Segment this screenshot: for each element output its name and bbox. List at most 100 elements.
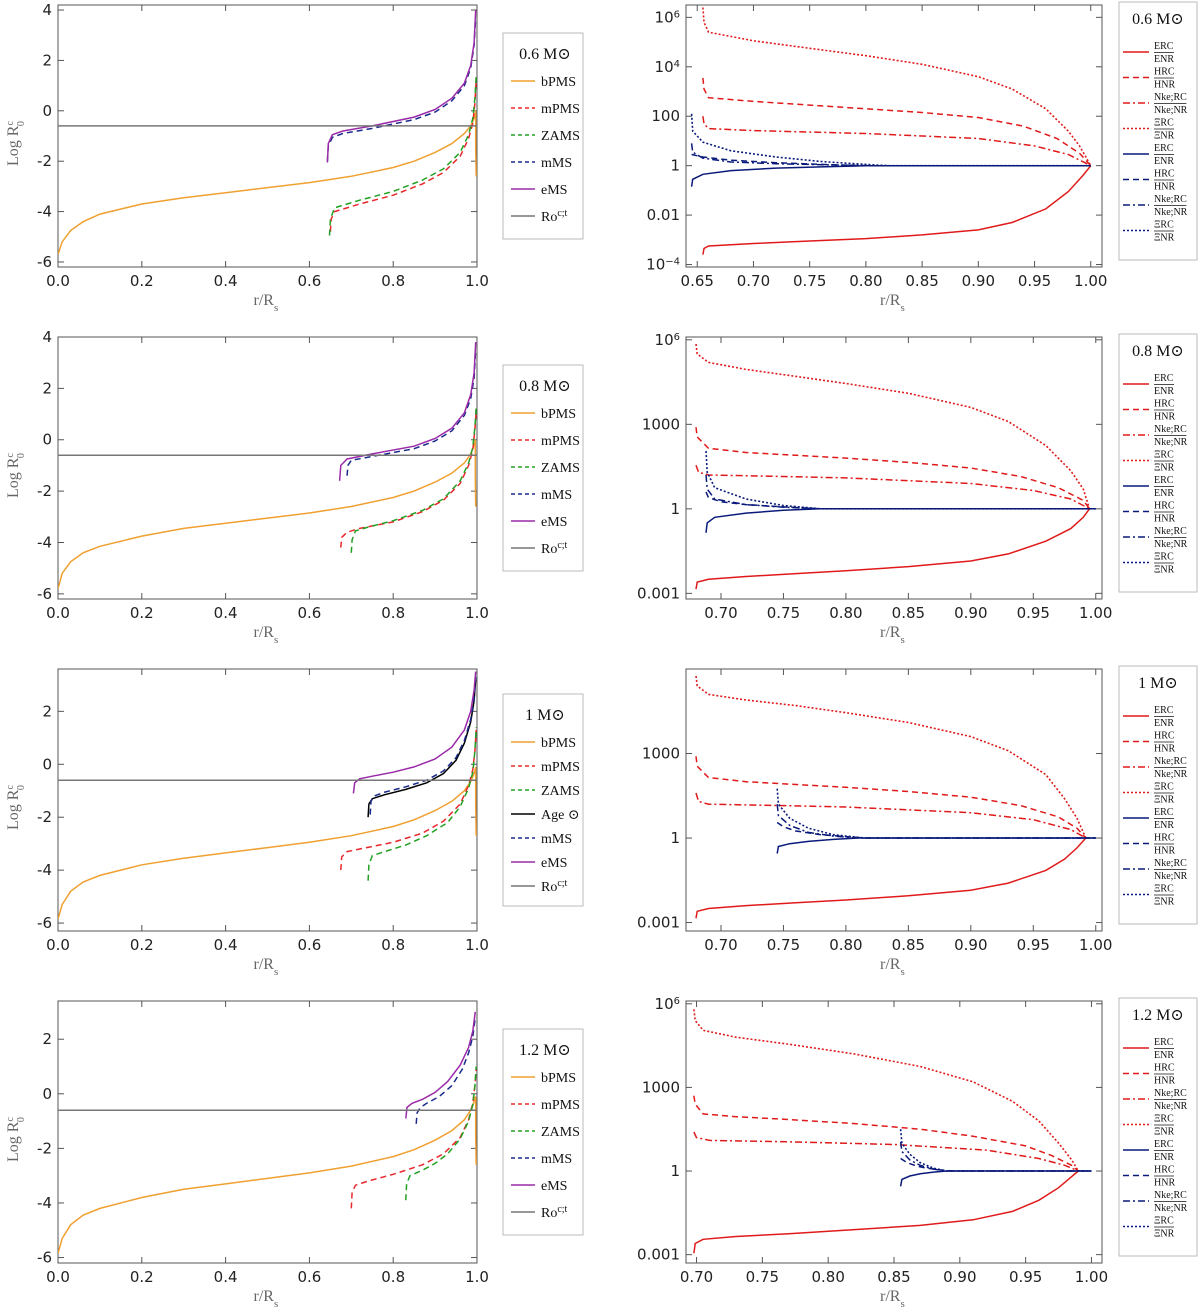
- legend-title: 1.2 M⊙: [519, 1042, 571, 1059]
- legend-fraction-numerator: ERC: [1154, 1037, 1174, 1048]
- legend-title: 1 M⊙: [1138, 675, 1178, 692]
- x-axis-label: r/Rs: [880, 956, 905, 978]
- y-tick-label: 1000: [642, 415, 680, 433]
- legend-label: eMS: [541, 183, 567, 198]
- plot-frame: [57, 336, 478, 600]
- legend-fraction-denominator: ΞNR: [1154, 131, 1175, 142]
- x-tick-label: 0.75: [746, 1268, 779, 1286]
- series-line-e-red: [693, 1170, 1079, 1254]
- y-tick-label: -2: [37, 482, 52, 500]
- series-line-mms: [326, 17, 477, 162]
- series-line-n-navy: [899, 1141, 1092, 1172]
- plot-frame: [685, 4, 1103, 268]
- panel-left-0.8: 0.0 0.2 0.4 0.6 0.8 1.0 -6 -4 -2 0 2 4 r/Rs Log Rc0 0.…: [5, 328, 584, 646]
- series-line-e-navy: [705, 508, 1096, 533]
- x-tick-label: 0.80: [829, 604, 862, 622]
- y-tick-label: 2: [42, 1030, 52, 1048]
- legend-fraction-numerator: Nke;RC: [1154, 526, 1187, 537]
- series-line-e-red: [695, 837, 1087, 919]
- x-tick-label: 0.6: [297, 272, 321, 290]
- x-tick-label: 1.0: [465, 604, 489, 622]
- series-line-xi-red: [702, 7, 1092, 167]
- x-tick-label: 0.0: [46, 272, 70, 290]
- y-tick-label: -2: [37, 152, 52, 170]
- x-axis-label: r/Rs: [880, 1288, 905, 1310]
- legend-box: [502, 364, 584, 572]
- series-line-h-red: [702, 77, 1092, 167]
- legend-fraction-denominator: ΞNR: [1154, 233, 1175, 244]
- legend-fraction-denominator: HNR: [1154, 182, 1175, 193]
- x-axis-label: r/Rs: [254, 956, 279, 978]
- x-tick-label: 0.80: [849, 272, 882, 290]
- legend-fraction-denominator: HNR: [1154, 514, 1175, 525]
- plot-frame: [57, 668, 478, 932]
- legend-title: 0.8 M⊙: [1132, 343, 1184, 360]
- x-tick-label: 0.6: [297, 936, 321, 954]
- y-tick-label: -4: [37, 203, 52, 221]
- panel-left-0.6: 0.0 0.2 0.4 0.6 0.8 1.0 -6 -4 -2 0 2 4 r/Rs Log Rc0 0.…: [5, 1, 584, 314]
- series-line-zams: [328, 75, 477, 236]
- x-tick-label: 1.0: [465, 936, 489, 954]
- x-tick-label: 0.2: [130, 936, 154, 954]
- legend-fraction-denominator: Nke;NR: [1154, 437, 1188, 448]
- legend-fraction-numerator: ΞRC: [1154, 1114, 1174, 1125]
- legend-fraction-denominator: Nke;NR: [1154, 1101, 1188, 1112]
- legend-box: [1118, 665, 1198, 925]
- legend-fraction-numerator: ERC: [1154, 41, 1174, 52]
- y-tick-label: -4: [37, 1194, 52, 1212]
- legend-label: Roc;t: [541, 1204, 568, 1222]
- series-line-ems: [352, 671, 477, 794]
- x-tick-label: 0.8: [381, 1268, 405, 1286]
- legend-fraction-numerator: HRC: [1154, 833, 1175, 844]
- x-tick-label: 1.0: [465, 1268, 489, 1286]
- legend-label: eMS: [541, 515, 567, 530]
- series-line-n-red: [695, 464, 1090, 510]
- y-axis-label: Log Rc0: [5, 453, 27, 498]
- legend-label: mPMS: [541, 434, 580, 449]
- x-tick-label: 0.6: [297, 604, 321, 622]
- legend-fraction-numerator: Nke;RC: [1154, 92, 1187, 103]
- legend-fraction-numerator: Nke;RC: [1154, 424, 1187, 435]
- x-tick-label: 1.00: [1079, 604, 1112, 622]
- legend-label: mPMS: [541, 1098, 580, 1113]
- legend-fraction-denominator: ENR: [1154, 820, 1174, 831]
- legend-title: 1 M⊙: [525, 707, 565, 724]
- legend-label: mPMS: [541, 760, 580, 775]
- legend-label: Age ⊙: [541, 808, 580, 823]
- y-axis-label: Log Rc0: [5, 785, 27, 830]
- x-axis-label: r/Rs: [254, 292, 279, 314]
- x-tick-label: 0.65: [681, 272, 714, 290]
- series-line-n-red: [695, 792, 1087, 839]
- series-line-mms: [346, 349, 477, 476]
- x-tick-label: 1.00: [1074, 272, 1107, 290]
- y-tick-label: -6: [37, 1249, 52, 1267]
- series-line-ems: [338, 342, 477, 481]
- legend-fraction-denominator: Nke;NR: [1154, 769, 1188, 780]
- plot-frame: [57, 4, 478, 268]
- x-axis-label: r/Rs: [880, 292, 905, 314]
- x-tick-label: 0.90: [943, 1268, 976, 1286]
- legend-label: ZAMS: [541, 1125, 580, 1140]
- legend-box: [1118, 1, 1198, 261]
- panel-right-0.6: 0.65 0.70 0.75 0.80 0.85 0.90 0.95 1.00 10−4 0.01…: [646, 1, 1198, 314]
- y-tick-label: -6: [37, 914, 52, 932]
- y-tick-label: 1: [670, 500, 680, 518]
- legend-fraction-denominator: HNR: [1154, 744, 1175, 755]
- x-tick-label: 0.70: [680, 1268, 713, 1286]
- y-tick-label: 4: [42, 1, 52, 19]
- series-line-mpms: [350, 1069, 477, 1209]
- series-line-xi-red: [695, 675, 1087, 839]
- series-line-xi-navy: [899, 1129, 1092, 1172]
- y-tick-label: 0.001: [637, 914, 680, 932]
- legend-fraction-numerator: ΞRC: [1154, 220, 1174, 231]
- series-line-e-red: [695, 508, 1091, 590]
- legend-fraction-denominator: Nke;NR: [1154, 207, 1188, 218]
- legend-fraction-denominator: Nke;NR: [1154, 539, 1188, 550]
- legend-title: 0.6 M⊙: [1132, 11, 1184, 28]
- x-tick-label: 0.2: [130, 1268, 154, 1286]
- legend-fraction-numerator: Nke;RC: [1154, 756, 1187, 767]
- legend-label: mMS: [541, 1152, 572, 1167]
- x-tick-label: 0.75: [793, 272, 826, 290]
- y-tick-label: -4: [37, 533, 52, 551]
